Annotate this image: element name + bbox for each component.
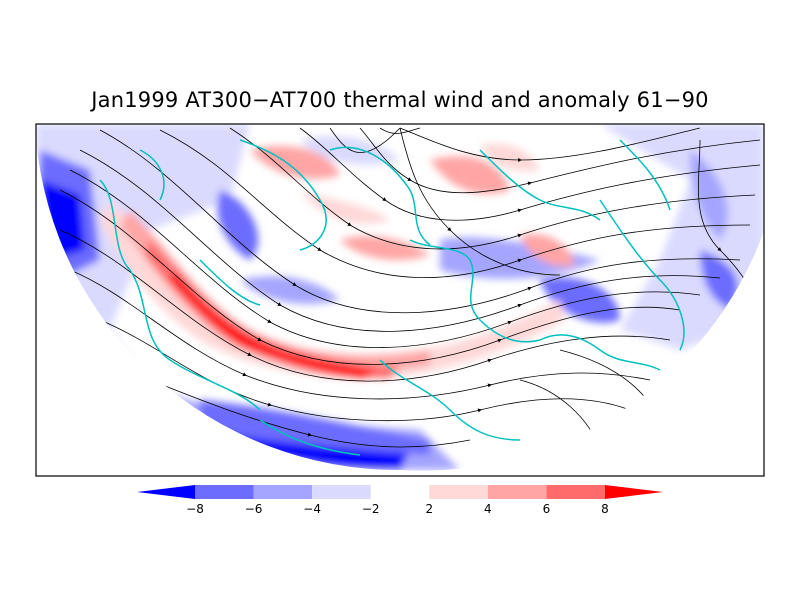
legend-tick-label: 2	[425, 502, 433, 516]
legend-swatch	[605, 485, 663, 499]
legend-swatch	[195, 485, 254, 499]
legend-swatch	[429, 485, 488, 499]
legend-swatch	[137, 485, 195, 499]
chart-title: Jan1999 AT300−AT700 thermal wind and ano…	[91, 88, 709, 112]
legend-swatch	[312, 485, 371, 499]
coastlines	[99, 139, 685, 456]
legend-tick-label: 8	[601, 502, 609, 516]
legend-swatch	[487, 485, 547, 499]
color-legend: −8 −6 −4 −2 2 4 6 8	[137, 485, 663, 516]
plot-frame	[35, 123, 765, 477]
legend-tick-label: 6	[543, 502, 551, 516]
legend-swatch	[253, 485, 313, 499]
legend-tick-label: −4	[303, 502, 321, 516]
legend-swatch	[546, 485, 605, 499]
legend-tick-label: −2	[362, 502, 380, 516]
legend-tick-label: −6	[245, 502, 263, 516]
legend-swatch	[370, 485, 430, 499]
legend-tick-label: 4	[484, 502, 492, 516]
legend-tick-label: −8	[186, 502, 204, 516]
